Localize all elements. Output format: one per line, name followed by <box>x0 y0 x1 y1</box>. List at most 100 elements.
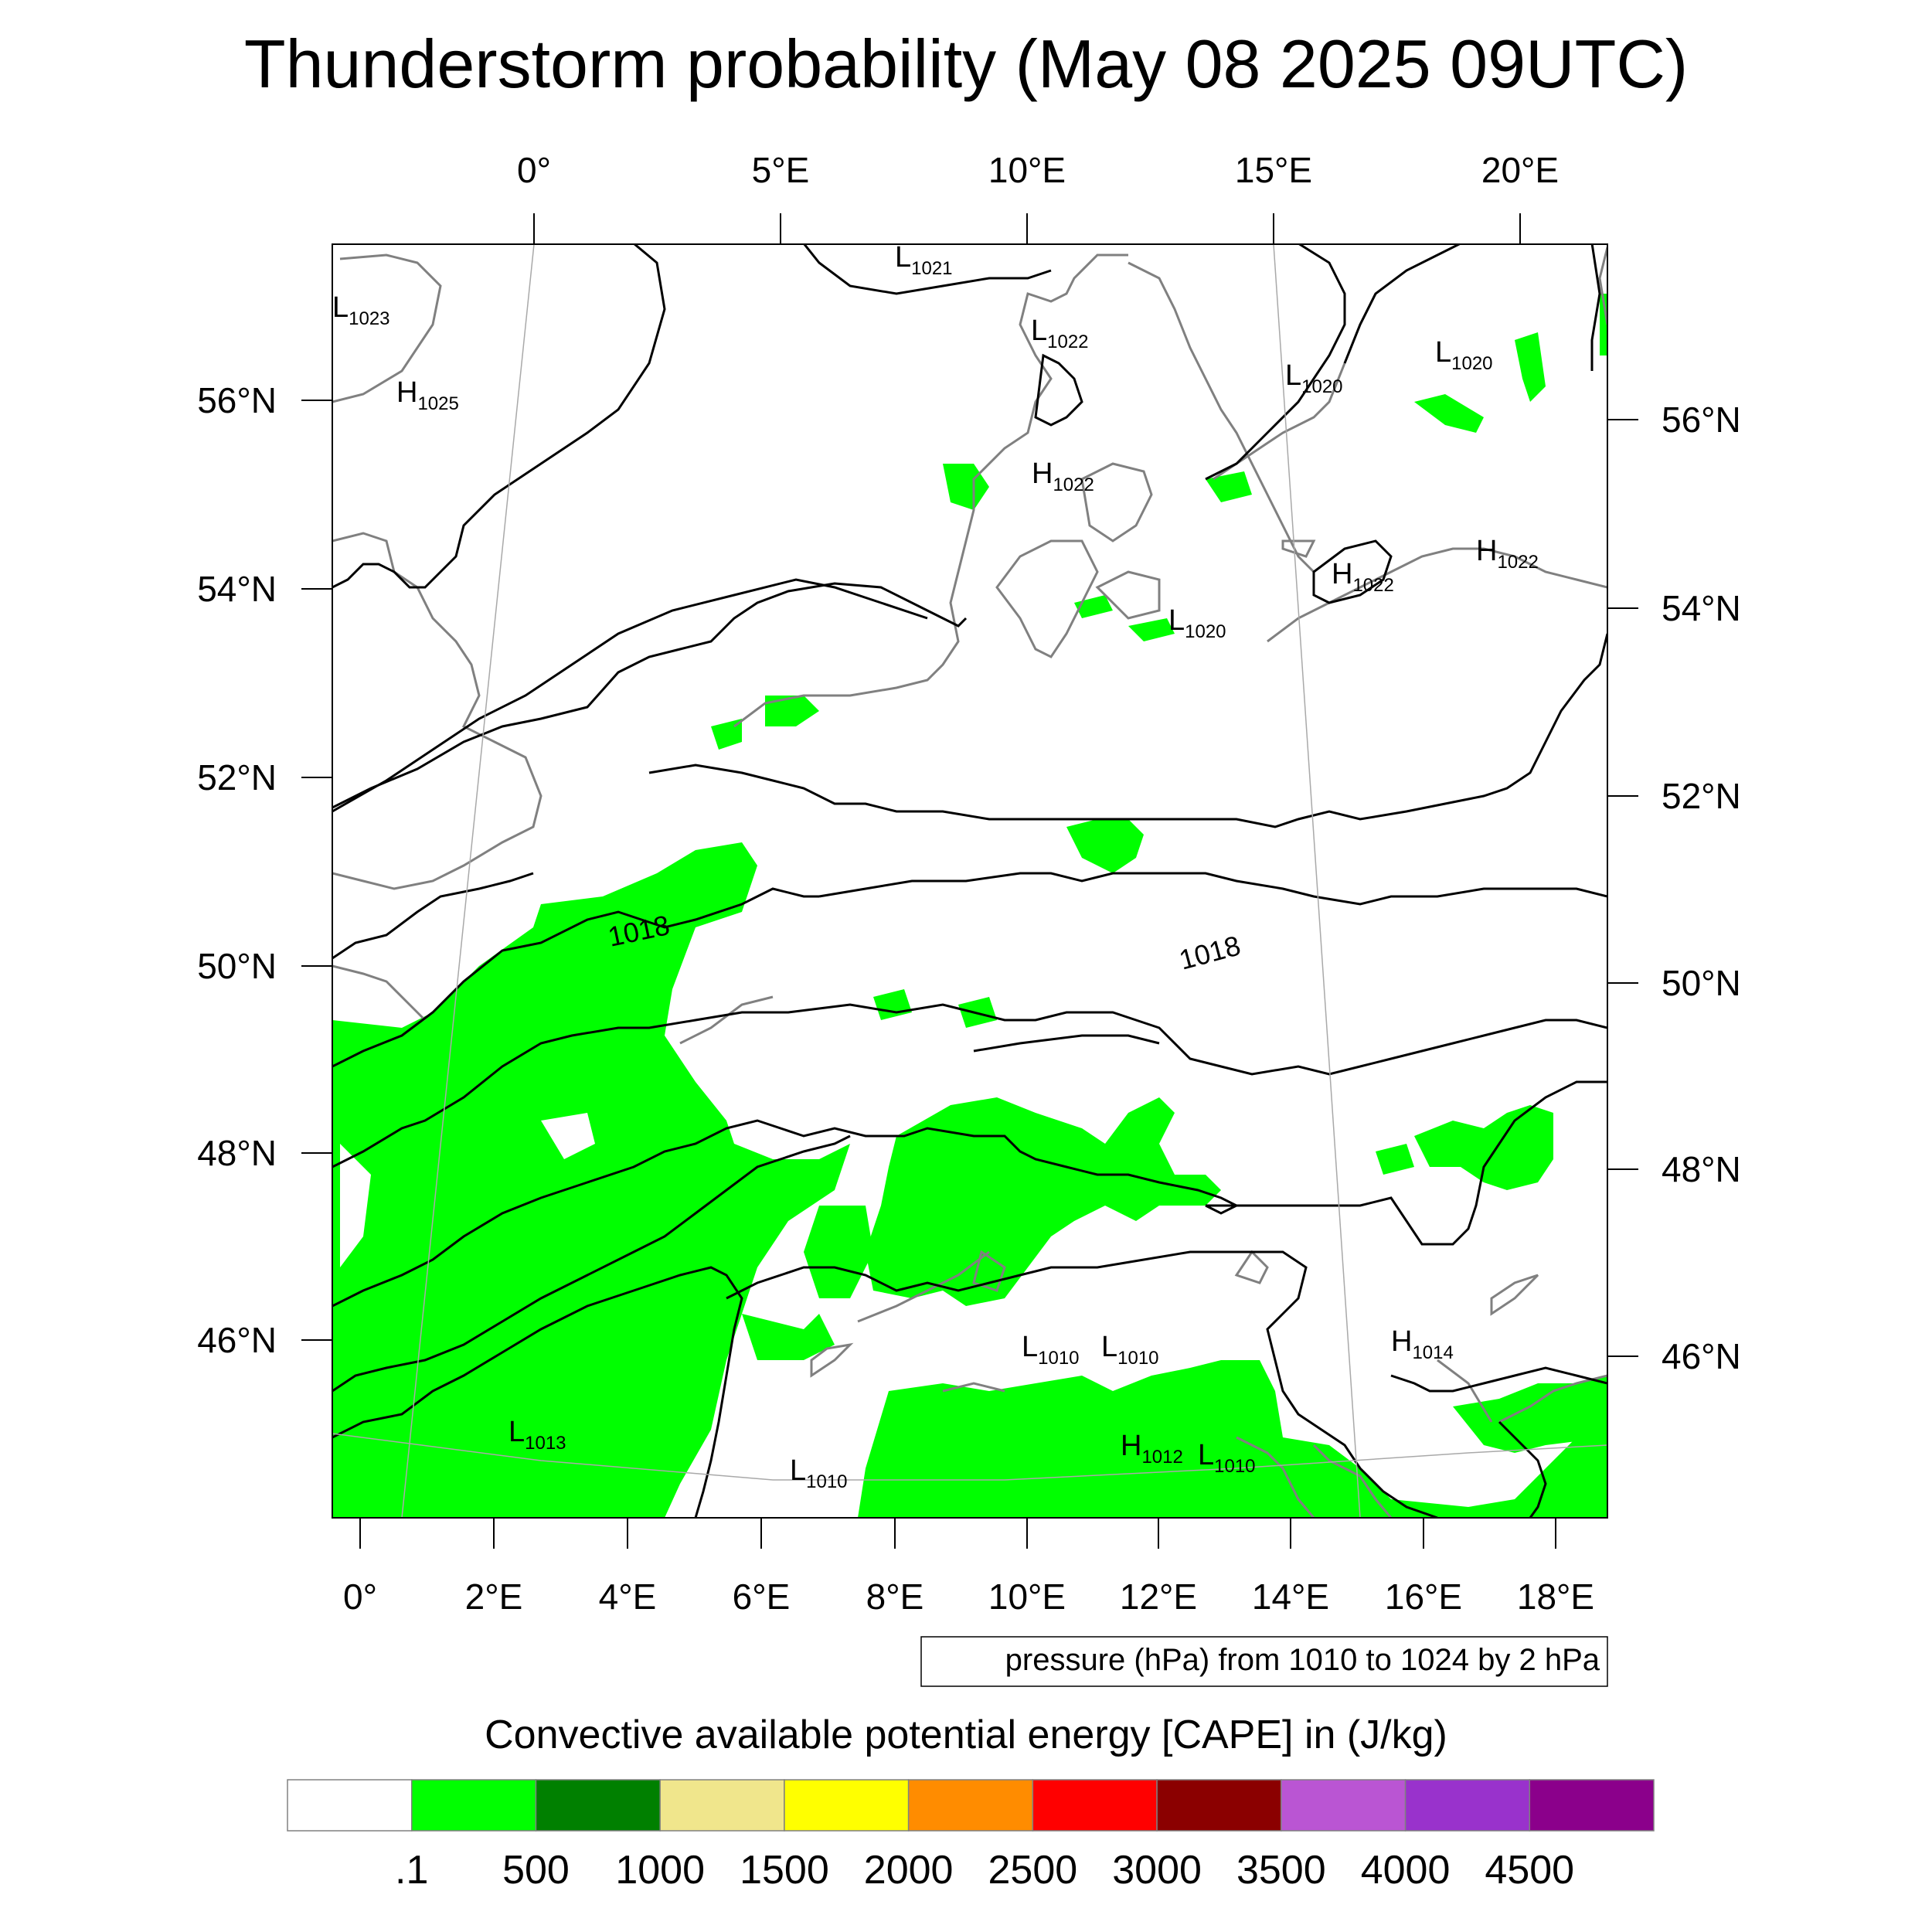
svg-text:L1010: L1010 <box>1022 1331 1080 1369</box>
tick-label: 5°E <box>752 150 810 190</box>
colorbar-box <box>410 1779 537 1832</box>
svg-text:L1010: L1010 <box>790 1454 848 1492</box>
tick-label: 20°E <box>1481 150 1559 190</box>
svg-text:L1020: L1020 <box>1435 336 1493 374</box>
colorbar-labels: .1 500 1000 1500 2000 2500 3000 3500 4000 4500 <box>395 1848 1574 1893</box>
colorbar-label: 2000 <box>864 1848 954 1893</box>
tick-label: 56°N <box>1662 400 1741 440</box>
right-lat-labels: 56°N 54°N 52°N 50°N 48°N 46°N <box>1662 400 1741 1376</box>
coastlines <box>332 247 1607 1518</box>
pressure-center: H1012 <box>1121 1430 1183 1468</box>
colorbar-label: 4500 <box>1485 1848 1574 1893</box>
tick-label: 18°E <box>1517 1577 1594 1617</box>
pressure-center: H1014 <box>1391 1325 1454 1363</box>
pressure-center: L1020 <box>1435 336 1493 374</box>
map-plot-area: L1021 L1023 H1025 L1022 L1020 L1020 H102… <box>332 241 1607 1518</box>
isobars <box>332 244 1607 1518</box>
tick-label: 10°E <box>988 1577 1066 1617</box>
tick-label: 8°E <box>866 1577 924 1617</box>
colorbar-box <box>535 1779 661 1832</box>
pressure-center: L1010 <box>790 1454 848 1492</box>
tick-label: 52°N <box>1662 776 1741 816</box>
colorbar-label: 3000 <box>1112 1848 1202 1893</box>
pressure-center: L1013 <box>509 1416 566 1454</box>
pressure-center-labels: L1021 L1023 H1025 L1022 L1020 L1020 H102… <box>332 241 1539 1492</box>
tick-label: 15°E <box>1235 150 1312 190</box>
colorbar <box>287 1779 1655 1832</box>
tick-label: 0° <box>343 1577 377 1617</box>
svg-text:H1012: H1012 <box>1121 1430 1183 1468</box>
chart-title: Thunderstorm probability (May 08 2025 09… <box>244 26 1688 102</box>
colorbar-box <box>1404 1779 1531 1832</box>
svg-text:L1020: L1020 <box>1285 359 1343 397</box>
colorbar-label: 2500 <box>988 1848 1078 1893</box>
pressure-center: H1022 <box>1476 535 1539 573</box>
svg-text:H1022: H1022 <box>1476 535 1539 573</box>
colorbar-box <box>907 1779 1034 1832</box>
pressure-center: L1010 <box>1022 1331 1080 1369</box>
pressure-center: L1022 <box>1031 315 1089 352</box>
tick-label: 52°N <box>197 757 277 798</box>
colorbar-box <box>659 1779 785 1832</box>
colorbar-title: Convective available potential energy [C… <box>485 1713 1447 1757</box>
map-frame <box>332 243 1608 1519</box>
svg-text:L1013: L1013 <box>509 1416 566 1454</box>
bottom-lon-labels: 0° 2°E 4°E 6°E 8°E 10°E 12°E 14°E 16°E 1… <box>343 1577 1594 1617</box>
pressure-center: L1023 <box>332 291 390 329</box>
colorbar-label: .1 <box>395 1848 428 1893</box>
svg-text:H1022: H1022 <box>1032 457 1094 495</box>
tick-label: 16°E <box>1385 1577 1462 1617</box>
pressure-center: H1022 <box>1032 457 1094 495</box>
pressure-center: L1010 <box>1101 1331 1159 1369</box>
tick-label: 10°E <box>988 150 1066 190</box>
tick-label: 4°E <box>599 1577 657 1617</box>
svg-text:L1010: L1010 <box>1101 1331 1159 1369</box>
tick-label: 48°N <box>197 1133 277 1173</box>
colorbar-box <box>1032 1779 1158 1832</box>
colorbar-label: 4000 <box>1361 1848 1451 1893</box>
svg-text:L1021: L1021 <box>895 241 953 279</box>
top-lon-labels: 0° 5°E 10°E 15°E 20°E <box>517 150 1559 190</box>
axis-ticks <box>301 213 1638 1549</box>
tick-label: 48°N <box>1662 1149 1741 1189</box>
pressure-center: L1020 <box>1168 604 1226 642</box>
svg-text:H1025: H1025 <box>396 376 459 414</box>
tick-label: 50°N <box>197 946 277 986</box>
colorbar-label: 500 <box>502 1848 570 1893</box>
tick-label: 0° <box>517 150 551 190</box>
svg-text:H1022: H1022 <box>1332 558 1394 596</box>
colorbar-box <box>287 1779 413 1832</box>
pressure-center: H1022 <box>1332 558 1394 596</box>
tick-label: 14°E <box>1252 1577 1329 1617</box>
graticule <box>332 244 1607 1518</box>
tick-label: 6°E <box>733 1577 791 1617</box>
tick-label: 46°N <box>1662 1336 1741 1376</box>
colorbar-box <box>1281 1779 1406 1832</box>
tick-label: 50°N <box>1662 963 1741 1003</box>
colorbar-box <box>1529 1779 1655 1832</box>
svg-text:L1010: L1010 <box>1198 1439 1256 1477</box>
colorbar-label: 1500 <box>740 1848 829 1893</box>
colorbar-label: 1000 <box>615 1848 705 1893</box>
colorbar-box <box>1156 1779 1282 1832</box>
pressure-center: L1020 <box>1285 359 1343 397</box>
tick-label: 46°N <box>197 1320 277 1360</box>
svg-text:L1023: L1023 <box>332 291 390 329</box>
tick-label: 56°N <box>197 380 277 420</box>
pressure-center: H1025 <box>396 376 459 414</box>
contour-info-text: pressure (hPa) from 1010 to 1024 by 2 hP… <box>1005 1643 1600 1677</box>
colorbar-label: 3500 <box>1236 1848 1326 1893</box>
svg-text:L1022: L1022 <box>1031 315 1089 352</box>
svg-text:H1014: H1014 <box>1391 1325 1454 1363</box>
pressure-center: L1010 <box>1198 1439 1256 1477</box>
tick-label: 54°N <box>1662 588 1741 628</box>
svg-text:L1020: L1020 <box>1168 604 1226 642</box>
left-lat-labels: 56°N 54°N 52°N 50°N 48°N 46°N <box>197 380 277 1360</box>
colorbar-box <box>784 1779 910 1832</box>
tick-label: 2°E <box>465 1577 523 1617</box>
contour-info-box: pressure (hPa) from 1010 to 1024 by 2 hP… <box>920 1636 1608 1687</box>
pressure-center: L1021 <box>895 241 953 279</box>
tick-label: 12°E <box>1120 1577 1197 1617</box>
tick-label: 54°N <box>197 569 277 609</box>
